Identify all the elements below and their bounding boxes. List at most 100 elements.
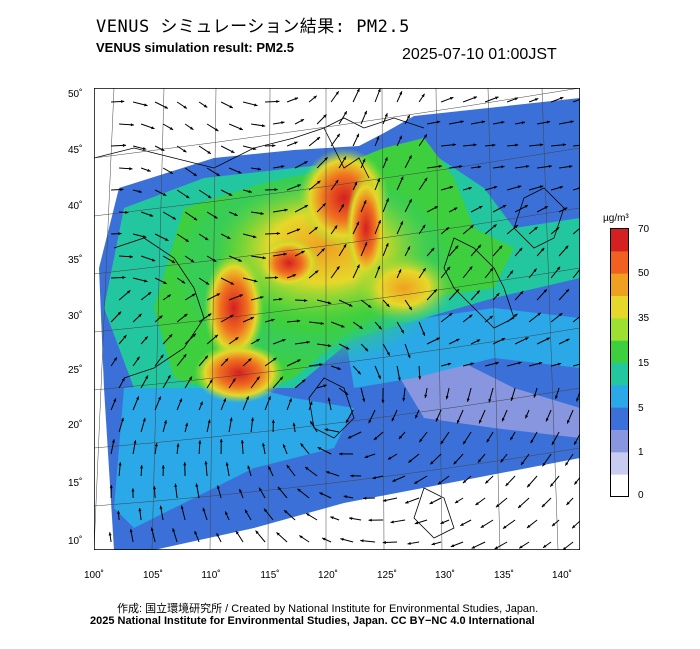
wind-arrow	[551, 143, 567, 147]
wind-arrow	[463, 143, 477, 147]
wind-arrow	[448, 338, 460, 345]
wind-arrow	[184, 255, 195, 263]
wind-arrow	[271, 419, 275, 433]
wind-arrow	[338, 203, 345, 213]
wind-arrow	[206, 167, 221, 177]
wind-arrow	[484, 224, 497, 235]
wind-arrow	[488, 387, 494, 403]
wind-arrow	[440, 362, 452, 367]
wind-arrow	[216, 532, 222, 543]
wind-arrow	[140, 123, 155, 130]
longitude-tick-label: 115˚	[260, 569, 279, 581]
wind-arrow	[198, 440, 202, 455]
wind-arrow	[343, 495, 354, 499]
wind-arrow	[514, 204, 529, 213]
wind-arrow	[448, 288, 460, 301]
wind-arrow	[220, 189, 233, 197]
wind-arrow	[507, 143, 519, 147]
wind-arrow	[518, 541, 530, 549]
wind-arrow	[514, 247, 523, 257]
longitude-tick-label: 125˚	[377, 569, 397, 581]
wind-arrow	[462, 475, 472, 484]
wind-arrow	[448, 245, 459, 257]
wind-arrow	[352, 321, 363, 330]
yellow-east	[354, 253, 454, 323]
wind-arrow	[484, 315, 494, 323]
wind-arrow	[566, 497, 574, 506]
wind-arrow	[524, 409, 530, 419]
wind-arrow	[265, 188, 278, 192]
wind-arrow	[541, 497, 552, 508]
wind-arrow	[272, 376, 284, 389]
colorbar-segment	[611, 474, 628, 498]
wind-arrow	[140, 255, 156, 262]
wind-arrow	[240, 439, 244, 455]
credit-line: 作成: 国立環境研究所 / Created by National Instit…	[117, 603, 539, 615]
wind-arrow	[132, 313, 142, 323]
wind-arrow	[138, 507, 142, 521]
wind-arrow	[273, 297, 283, 301]
wind-arrow	[162, 333, 173, 345]
wind-arrow	[456, 409, 464, 424]
wind-arrow	[330, 225, 338, 235]
wind-arrow	[228, 336, 239, 345]
wind-arrow	[478, 409, 486, 424]
wind-arrow	[140, 417, 146, 433]
wind-arrow	[324, 428, 340, 433]
pm25-map	[94, 88, 580, 550]
wind-arrow	[154, 145, 165, 152]
wind-arrow	[528, 226, 538, 235]
wind-arrow	[382, 198, 389, 213]
wind-arrow	[470, 205, 483, 213]
wind-arrow	[242, 396, 249, 411]
wind-arrow	[295, 340, 310, 345]
wind-arrow	[294, 118, 305, 125]
longitude-tick-label: 135˚	[494, 569, 514, 581]
wind-arrow	[382, 299, 390, 308]
wind-arrow	[228, 211, 238, 217]
wind-arrow	[140, 167, 151, 172]
wind-arrow	[286, 228, 301, 235]
wind-arrow	[272, 338, 286, 345]
wind-arrow	[398, 431, 406, 440]
colorbar-segment	[611, 296, 628, 319]
wind-arrow	[330, 516, 340, 521]
wind-arrow	[206, 334, 219, 345]
wind-arrow	[477, 453, 486, 463]
wind-arrow	[161, 465, 165, 477]
wind-arrow	[449, 165, 463, 169]
wind-arrow	[404, 246, 411, 257]
wind-arrow	[441, 143, 457, 147]
wind-arrow	[551, 519, 560, 527]
wind-arrow	[528, 98, 539, 103]
wind-arrow	[515, 164, 530, 169]
longitude-tick-label: 140˚	[552, 569, 572, 581]
wind-arrow	[110, 357, 118, 367]
wind-arrow	[484, 361, 499, 367]
wind-arrow	[486, 431, 494, 443]
wind-arrow	[360, 158, 366, 169]
wind-arrow	[154, 396, 162, 411]
wind-arrow	[183, 462, 187, 477]
wind-arrow	[308, 180, 321, 191]
wind-arrow	[435, 409, 442, 422]
wind-arrow	[308, 401, 313, 411]
wind-arrow	[485, 143, 496, 147]
wind-arrow	[382, 497, 398, 502]
wind-arrow	[576, 389, 580, 402]
wind-arrow	[129, 528, 134, 543]
wind-arrow	[426, 205, 439, 213]
wind-arrow	[338, 110, 348, 125]
wind-arrow	[109, 484, 113, 499]
wind-arrow	[273, 208, 288, 213]
latitude-tick-label: 35˚	[68, 254, 82, 266]
wind-arrow	[517, 497, 530, 509]
colorbar-segment	[611, 229, 628, 252]
latitude-tick-label: 15˚	[68, 477, 82, 489]
wind-arrow	[492, 204, 507, 213]
wind-arrow	[440, 185, 454, 191]
wind-arrow	[111, 232, 122, 236]
latitude-tick-label: 30˚	[68, 310, 82, 322]
colorbar-segment	[611, 385, 628, 409]
wind-arrow	[286, 97, 299, 103]
